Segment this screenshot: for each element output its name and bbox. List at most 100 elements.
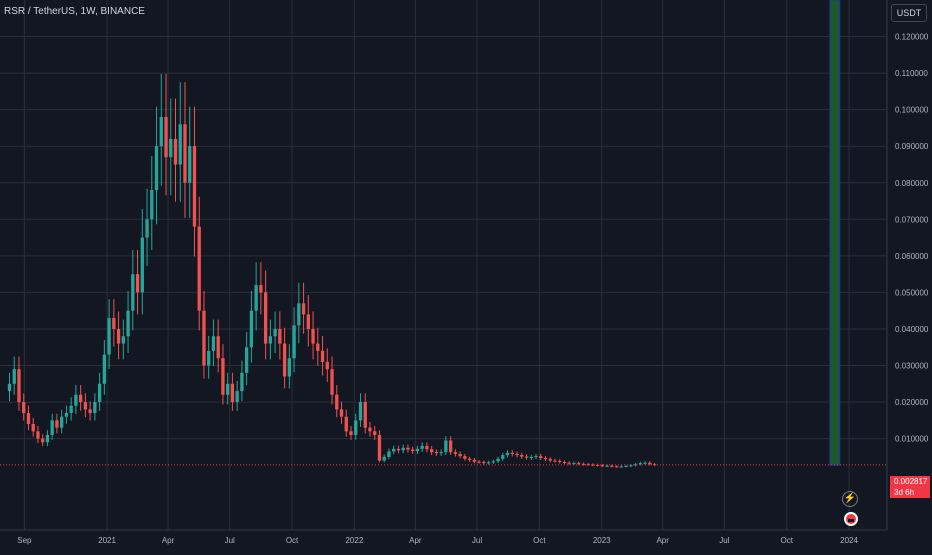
candle-body: [36, 431, 40, 439]
candle-body: [524, 456, 529, 458]
candle-body: [482, 462, 486, 464]
candle-body: [382, 456, 386, 461]
candle-body: [600, 465, 605, 467]
candle-body: [344, 416, 348, 432]
candle-body: [126, 310, 130, 337]
candle-body: [444, 440, 448, 453]
y-tick-label: 0.100000: [895, 106, 929, 115]
x-tick-label: Oct: [286, 536, 299, 545]
candle-body: [12, 369, 16, 384]
candle-body: [458, 453, 462, 457]
candle-body: [339, 409, 344, 417]
bar-countdown: 3d 6h: [894, 488, 915, 497]
candle-body: [74, 394, 78, 406]
candle-body: [22, 402, 26, 414]
candle-body: [211, 336, 216, 351]
candle-body: [192, 146, 197, 227]
y-tick-label: 0.030000: [895, 362, 929, 371]
candle-body: [486, 462, 491, 464]
candle-body: [88, 409, 92, 414]
candle-body: [401, 447, 405, 451]
candle-body: [429, 449, 434, 453]
candle-body: [197, 226, 201, 311]
x-tick-label: 2022: [345, 536, 363, 545]
candle-body: [221, 358, 225, 395]
candle-body: [230, 383, 235, 403]
y-tick-label: 0.010000: [895, 435, 929, 444]
candle-body: [463, 456, 467, 459]
candle-body: [629, 465, 633, 467]
candle-body: [377, 434, 382, 461]
candle-body: [335, 394, 339, 410]
y-tick-label: 0.090000: [895, 142, 929, 151]
candle-body: [278, 328, 282, 344]
candle-body: [415, 448, 420, 452]
candle-body: [226, 383, 230, 395]
candle-body: [50, 420, 54, 435]
candle-body: [406, 447, 410, 450]
candle-body: [472, 459, 476, 462]
candle-body: [107, 318, 111, 355]
candle-body: [93, 402, 97, 414]
candle-body: [244, 347, 249, 373]
candle-body: [330, 369, 334, 395]
candle-body: [633, 464, 638, 466]
candle-body: [562, 462, 567, 464]
x-tick-label: Apr: [409, 536, 422, 545]
lightning-icon[interactable]: ⚡: [842, 491, 858, 507]
candle-body: [614, 466, 619, 468]
candle-body: [354, 420, 358, 435]
candle-body: [64, 413, 69, 417]
candle-body: [306, 314, 310, 329]
x-tick-label: Oct: [780, 536, 793, 545]
candle-body: [325, 361, 329, 370]
x-tick-label: 2023: [593, 536, 611, 545]
candle-body: [520, 455, 524, 457]
candle-body: [169, 138, 173, 158]
candle-body: [249, 310, 254, 348]
candle-body: [31, 424, 35, 432]
candle-body: [553, 460, 557, 462]
candle-body: [467, 458, 472, 460]
candle-body: [501, 455, 505, 459]
candle-body: [60, 416, 64, 428]
candle-body: [259, 285, 263, 293]
currency-button[interactable]: USDT: [891, 4, 927, 22]
last-price-tag: 0.002817 3d 6h: [890, 476, 930, 498]
candle-body: [505, 452, 510, 456]
candle-body: [572, 463, 576, 465]
candle-body: [173, 138, 178, 165]
flag-icon[interactable]: [844, 512, 858, 526]
x-tick-label: Jul: [472, 536, 482, 545]
candle-body: [112, 318, 116, 329]
y-tick-label: 0.050000: [895, 288, 929, 297]
x-tick-label: 2024: [840, 536, 858, 545]
candle-body: [591, 464, 595, 466]
candle-body: [235, 391, 239, 403]
candle-body: [548, 459, 552, 461]
candle-body: [529, 456, 533, 458]
candle-body: [207, 350, 211, 366]
y-tick-label: 0.120000: [895, 33, 929, 42]
candle-body: [638, 463, 643, 465]
candle-body: [425, 445, 429, 450]
candle-body: [102, 354, 107, 384]
x-tick-label: 2021: [98, 536, 116, 545]
y-tick-label: 0.110000: [895, 69, 928, 78]
candle-body: [121, 336, 125, 344]
candle-body: [316, 343, 320, 351]
candle-body: [477, 461, 481, 463]
candle-body: [491, 461, 495, 463]
x-tick-label: Sep: [17, 536, 32, 545]
candle-body: [605, 465, 609, 467]
y-tick-label: 0.040000: [895, 325, 929, 334]
candle-body: [420, 445, 424, 449]
candle-body: [17, 369, 21, 403]
candle-body: [273, 328, 277, 337]
candle-body: [7, 383, 12, 392]
candle-body: [292, 325, 296, 359]
candle-body: [396, 448, 401, 451]
